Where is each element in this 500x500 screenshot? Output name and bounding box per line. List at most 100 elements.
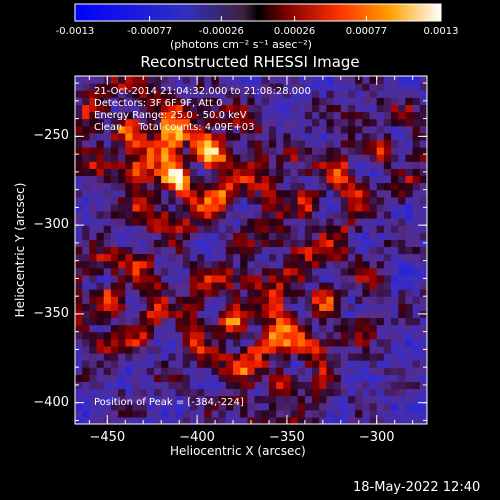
heatmap-cell [211,331,220,340]
heatmap-cell [139,125,148,134]
heatmap-cell [333,111,342,120]
heatmap-cell [276,303,284,311]
heatmap-cell [161,225,169,233]
heatmap-cell [103,374,112,382]
heatmap-cell [297,324,306,333]
heatmap-image [75,76,427,424]
heatmap-cell [118,267,126,276]
heatmap-cell [161,281,169,290]
heatmap-cell [283,281,292,290]
heatmap-cell [369,253,378,262]
heatmap-cell [182,147,191,155]
heatmap-cell [125,175,134,184]
heatmap-cell [240,289,248,297]
heatmap-cell [175,360,184,368]
heatmap-cell [254,83,263,91]
heatmap-cell [168,76,177,84]
heatmap-cell [96,76,105,84]
heatmap-cell [312,203,320,212]
heatmap-cell [398,97,407,106]
heatmap-cell [398,225,407,233]
heatmap-cell [290,381,299,390]
heatmap-cell [161,147,169,155]
heatmap-cell [175,388,184,397]
heatmap-cell [304,218,313,226]
heatmap-cell [240,352,248,361]
heatmap-cell [82,218,90,226]
heatmap-cell [118,289,126,297]
heatmap-cell [376,267,385,276]
heatmap-cell [204,360,213,368]
heatmap-cell [125,246,134,255]
heatmap-cell [125,182,134,191]
heatmap-cell [376,381,385,390]
heatmap-cell [326,90,335,98]
heatmap-cell [340,182,349,191]
heatmap-cell [218,260,227,269]
heatmap-cell [355,210,363,219]
heatmap-cell [154,189,162,198]
heatmap-cell [182,189,191,198]
heatmap-cell [254,76,263,84]
heatmap-cell [204,196,213,205]
y-tick-label: −250 [33,128,69,144]
heatmap-cell [383,360,392,368]
heatmap-cell [175,289,184,297]
heatmap-cell [326,345,335,354]
heatmap-cell [139,118,148,127]
heatmap-cell [110,331,119,340]
heatmap-cell [347,175,356,184]
heatmap-cell [89,168,98,177]
heatmap-cell [75,331,83,340]
heatmap-cell [189,352,198,361]
heatmap-cell [254,317,263,326]
heatmap-cell [254,331,263,340]
heatmap-cell [304,274,313,283]
heatmap-cell [391,196,399,205]
heatmap-cell [376,90,385,98]
heatmap-cell [412,104,421,113]
heatmap-cell [211,182,220,191]
heatmap-cell [391,182,399,191]
heatmap-cell [103,360,112,368]
heatmap-cell [369,239,378,248]
heatmap-cell [333,260,342,269]
heatmap-cell [233,210,241,219]
heatmap-cell [197,381,205,390]
heatmap-cell [290,139,299,148]
heatmap-cell [369,409,378,418]
heatmap-cell [261,246,270,255]
heatmap-cell [189,402,198,411]
heatmap-cell [383,402,392,411]
heatmap-cell [312,118,320,127]
heatmap-cell [391,352,399,361]
heatmap-cell [333,296,342,304]
heatmap-cell [211,345,220,354]
heatmap-cell [118,303,126,311]
heatmap-cell [225,409,234,418]
heatmap-cell [312,111,320,120]
heatmap-cell [189,331,198,340]
heatmap-cell [261,132,270,141]
heatmap-cell [398,374,407,382]
heatmap-cell [247,267,256,276]
heatmap-cell [132,132,141,141]
y-tick-label: −400 [33,394,69,410]
heatmap-cell [103,317,112,326]
heatmap-cell [347,395,356,404]
heatmap-cell [182,381,191,390]
heatmap-cell [319,360,328,368]
heatmap-cell [347,253,356,262]
heatmap-cell [405,132,414,141]
heatmap-cell [283,374,292,382]
heatmap-cell [340,90,349,98]
heatmap-cell [297,104,306,113]
heatmap-cell [132,232,141,240]
heatmap-cell [362,232,371,240]
heatmap-cell [89,367,98,375]
heatmap-cell [276,161,284,169]
heatmap-cell [276,104,284,113]
heatmap-cell [304,395,313,404]
heatmap-cell [412,352,421,361]
heatmap-cell [326,196,335,205]
